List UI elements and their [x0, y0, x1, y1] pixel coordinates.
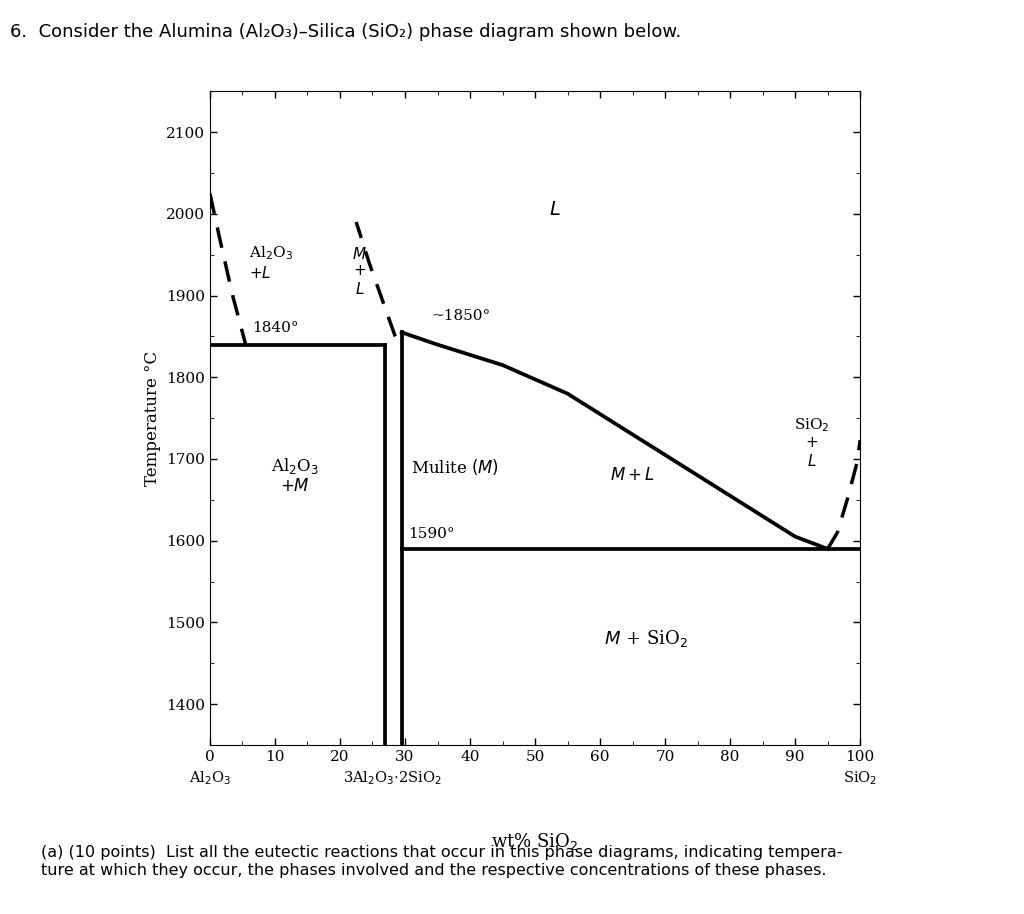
Text: 1840°: 1840°	[252, 321, 298, 335]
Text: 6.  Consider the Alumina (Al₂O₃)–Silica (SiO₂) phase diagram shown below.: 6. Consider the Alumina (Al₂O₃)–Silica (…	[10, 23, 682, 41]
Text: SiO$_2$
$+$
$L$: SiO$_2$ $+$ $L$	[794, 417, 829, 469]
Text: $L$: $L$	[549, 201, 560, 218]
Text: Al$_2$O$_3$
$+M$: Al$_2$O$_3$ $+M$	[270, 455, 318, 495]
Text: Mulite $(M)$: Mulite $(M)$	[412, 457, 500, 477]
Y-axis label: Temperature °C: Temperature °C	[143, 351, 161, 485]
Text: $M$
$+$
$L$: $M$ $+$ $L$	[352, 246, 367, 296]
Text: $M$ + SiO$_2$: $M$ + SiO$_2$	[604, 628, 687, 649]
Text: 1590°: 1590°	[409, 526, 455, 541]
Text: Al$_2$O$_3$: Al$_2$O$_3$	[188, 770, 231, 787]
Text: (a) (10 points)  List all the eutectic reactions that occur in this phase diagra: (a) (10 points) List all the eutectic re…	[41, 845, 843, 877]
Text: SiO$_2$: SiO$_2$	[843, 770, 878, 787]
Text: $M+L$: $M+L$	[610, 467, 655, 484]
Text: 3Al$_2$O$_3$$\cdot$2SiO$_2$: 3Al$_2$O$_3$$\cdot$2SiO$_2$	[342, 770, 441, 787]
Text: Al$_2$O$_3$
$+L$: Al$_2$O$_3$ $+L$	[249, 245, 293, 282]
Text: wt% SiO$_2$: wt% SiO$_2$	[492, 831, 579, 852]
Text: ~1850°: ~1850°	[431, 309, 490, 323]
